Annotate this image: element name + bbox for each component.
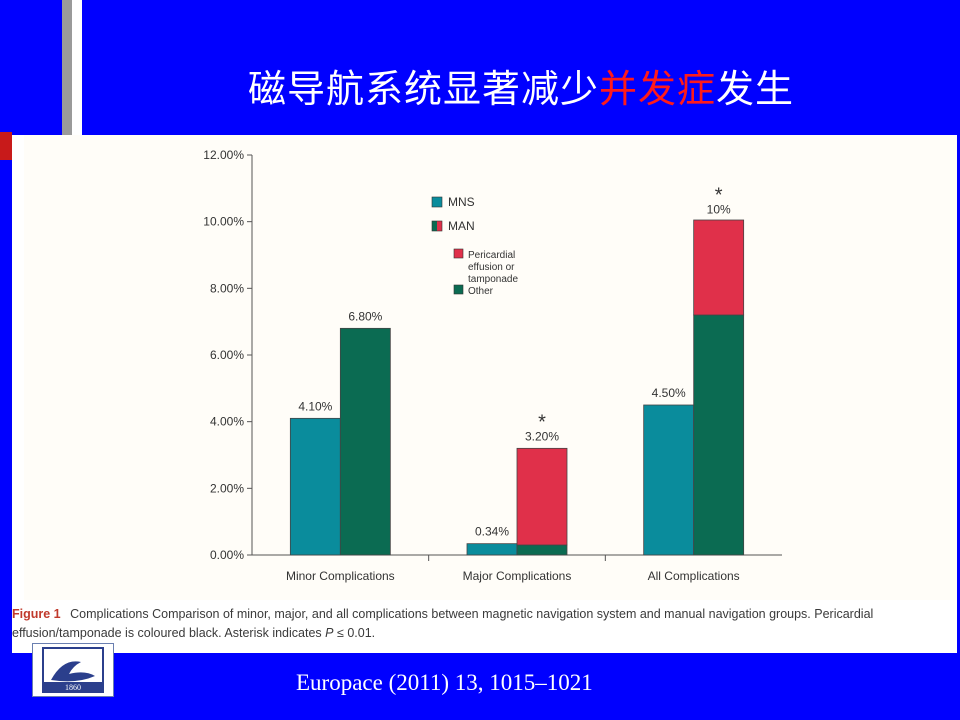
legend-label: Other xyxy=(468,286,494,297)
x-category-label: Major Complications xyxy=(463,569,572,583)
decor-accent-red xyxy=(0,132,12,160)
legend-swatch xyxy=(453,284,464,295)
bar-mns xyxy=(289,417,341,556)
legend-swatch-man-other-half xyxy=(432,221,437,231)
data-label-mns: 4.10% xyxy=(298,399,332,413)
legend-swatch-man xyxy=(431,220,443,232)
significance-asterisk: * xyxy=(538,411,546,433)
data-label-man: 10% xyxy=(707,203,731,217)
title-part-3: 发生 xyxy=(716,67,795,111)
decor-bar-grey xyxy=(62,0,72,135)
caption-p-variable: P xyxy=(325,626,334,640)
y-tick-label: 8.00% xyxy=(210,281,244,295)
institution-logo: 1860 xyxy=(32,643,114,697)
bar-mns xyxy=(643,404,695,556)
bar-man-other xyxy=(339,327,391,556)
bar-mns xyxy=(466,543,518,556)
legend-label: MNS xyxy=(448,195,475,209)
legend-swatch xyxy=(453,248,464,259)
legend-label: tamponade xyxy=(468,274,518,285)
data-label-man: 3.20% xyxy=(525,429,559,443)
legend-label: Pericardial xyxy=(468,250,515,261)
y-tick-label: 0.00% xyxy=(210,548,244,562)
bar-man-pericardial xyxy=(516,447,568,546)
y-tick-label: 10.00% xyxy=(203,215,244,229)
figure-label: Figure 1 xyxy=(12,607,61,621)
significance-asterisk: * xyxy=(715,185,723,207)
bar-man-other xyxy=(693,314,745,556)
legend-swatch-man-pericardial-half xyxy=(437,221,442,231)
caption-text: Complications Comparison of minor, major… xyxy=(12,607,874,640)
legend-label: MAN xyxy=(448,219,475,233)
figure-caption: Figure 1 Complications Comparison of min… xyxy=(12,605,957,643)
legend-label: effusion or xyxy=(468,262,515,273)
caption-text-end: ≤ 0.01. xyxy=(336,626,376,640)
bar-chart: 0.00% 2.00% 4.00% 6.00% 8.00% 10.00% 12.00% 4.1… xyxy=(203,148,782,583)
decor-bar-white xyxy=(72,0,82,135)
x-category-label: Minor Complications xyxy=(286,569,395,583)
logo-year: 1860 xyxy=(65,683,81,692)
title-part-1: 磁导航系统显著减少 xyxy=(247,67,599,111)
data-label-man: 6.80% xyxy=(348,309,382,323)
x-category-label: All Complications xyxy=(648,569,740,583)
figure-panel: 0.00% 2.00% 4.00% 6.00% 8.00% 10.00% 12.00% 4.1… xyxy=(12,135,957,653)
y-tick-label: 12.00% xyxy=(203,148,244,162)
legend-swatch xyxy=(431,196,443,208)
data-label-mns: 0.34% xyxy=(475,525,509,539)
slide-title: 磁导航系统显著减少并发症发生 xyxy=(82,58,960,113)
bar-man-pericardial xyxy=(693,219,745,316)
y-tick-label: 4.00% xyxy=(210,415,244,429)
y-tick-label: 6.00% xyxy=(210,348,244,362)
chart-frame xyxy=(24,135,957,600)
citation: Europace (2011) 13, 1015–1021 xyxy=(296,670,593,695)
y-tick-label: 2.00% xyxy=(210,481,244,495)
data-label-mns: 4.50% xyxy=(652,386,686,400)
title-highlight: 并发症 xyxy=(598,67,716,111)
bar-man-other xyxy=(516,544,568,556)
